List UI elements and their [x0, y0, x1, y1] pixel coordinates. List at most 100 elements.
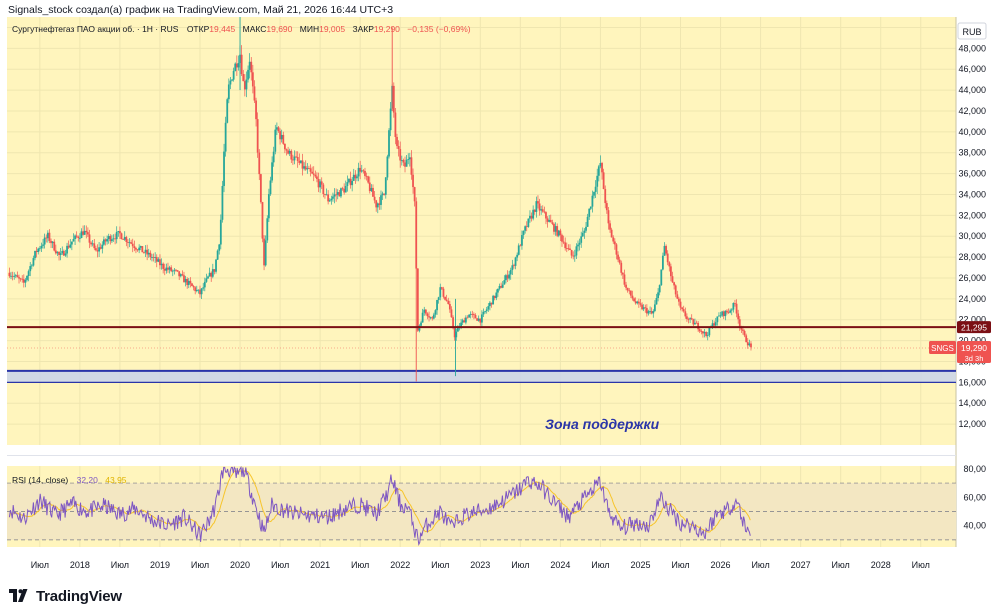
candle-body	[229, 80, 232, 85]
candle-body	[410, 157, 413, 175]
candle-body	[56, 251, 59, 254]
candle-body	[479, 318, 482, 323]
candle-body	[69, 244, 72, 248]
candle-body	[383, 193, 386, 195]
rsi-legend[interactable]: RSI (14, close) 32,20 43,95	[12, 475, 127, 485]
candle-body	[72, 238, 75, 242]
candle-body	[637, 301, 640, 304]
candle-body	[346, 182, 349, 187]
symbol-legend[interactable]: Сургутнефтегаз ПАО акции об. · 1Н · RUS …	[12, 24, 471, 34]
candle-body	[293, 156, 296, 161]
candle-body	[745, 335, 748, 343]
candle-body	[203, 281, 206, 288]
candle-body	[242, 74, 245, 82]
candle-body	[661, 255, 664, 270]
ticker-badge[interactable]	[929, 341, 956, 355]
candle-body	[633, 298, 635, 302]
candle-body	[211, 269, 214, 277]
candle-body	[413, 187, 416, 202]
candle-body	[634, 301, 637, 304]
candle-body	[267, 194, 270, 219]
candle-body	[93, 243, 96, 249]
chart-svg[interactable]: 12,00014,00016,00018,00020,00022,00024,0…	[0, 17, 1000, 580]
candle-body	[359, 167, 362, 172]
candle-body	[300, 160, 302, 163]
candle-body	[714, 322, 717, 326]
candle-body	[115, 231, 118, 240]
candle-body	[67, 245, 70, 248]
support-zone-group	[7, 369, 956, 383]
candle-body	[304, 166, 307, 170]
candle-body	[636, 301, 639, 304]
time-axis[interactable]: Июл 2018 Июл 2019 Июл 2020 Июл 2021 Июл 2022 Июл 20…	[31, 560, 930, 570]
candle-body	[253, 86, 256, 101]
candle-body	[620, 262, 623, 273]
candle-body	[658, 285, 661, 293]
price-tick-label: 12,000	[958, 419, 986, 429]
footer-brand[interactable]: TradingView	[9, 585, 122, 607]
candle-body	[280, 134, 283, 140]
candle-body	[553, 223, 555, 232]
candle-body	[708, 327, 711, 336]
time-tick-label: 2023	[470, 560, 490, 570]
candle-body	[588, 208, 591, 217]
levels	[7, 326, 956, 349]
candle-body	[490, 302, 493, 305]
candle-body	[234, 63, 237, 71]
price-axis[interactable]: 12,00014,00016,00018,00020,00022,00024,0…	[929, 22, 991, 429]
rsi-series	[7, 465, 956, 547]
candle-body	[45, 237, 48, 239]
candle-body	[11, 275, 14, 277]
candle-body	[250, 61, 253, 73]
candle-body	[601, 163, 603, 173]
candle-body	[348, 178, 350, 183]
price-tick-label: 48,000	[958, 43, 986, 53]
candle-body	[695, 322, 698, 324]
candle-body	[117, 231, 120, 232]
price-tick-label: 24,000	[958, 294, 986, 304]
candle-body	[98, 247, 100, 252]
candle-body	[665, 245, 667, 254]
candle-body	[131, 243, 134, 247]
candle-body	[130, 242, 133, 244]
candle-body	[112, 238, 115, 240]
low-label: МИН	[300, 24, 319, 34]
support-zone-annotation[interactable]: Зона поддержки	[545, 416, 660, 432]
time-tick-label: 2027	[791, 560, 811, 570]
candle-body	[461, 320, 464, 323]
candle-body	[580, 236, 583, 243]
chart-frame: 12,00014,00016,00018,00020,00022,00024,0…	[0, 17, 1000, 580]
candle-body	[471, 313, 474, 315]
resistance-price-badge[interactable]	[957, 321, 991, 334]
last-price-badge[interactable]	[957, 341, 991, 364]
candle-body	[746, 342, 749, 346]
candle-body	[207, 276, 209, 279]
candle-body	[357, 167, 360, 177]
candle-body	[628, 290, 631, 292]
candle-body	[264, 240, 267, 266]
candle-body	[94, 248, 97, 251]
candle-body	[607, 210, 610, 224]
tradingview-logo-icon	[9, 589, 28, 602]
price-tick-label: 28,000	[958, 252, 986, 262]
candle-body	[178, 271, 181, 277]
candle-body	[380, 195, 382, 205]
currency-badge[interactable]	[957, 22, 987, 40]
candle-body	[34, 250, 36, 259]
candle-body	[705, 332, 708, 336]
time-tick-label: 2018	[70, 560, 90, 570]
candle-body	[175, 269, 177, 271]
candle-body	[215, 259, 217, 272]
candle-body	[75, 235, 78, 237]
ticker-badge-text: SNGS	[931, 344, 954, 353]
candle-body	[750, 343, 752, 348]
candle-body	[408, 157, 411, 160]
candle-body	[227, 84, 230, 100]
candle-body	[179, 274, 182, 277]
price-tick-label: 30,000	[958, 231, 986, 241]
rsi-axis[interactable]: 40,00 60,00 80,00	[963, 464, 986, 531]
candle-body	[375, 200, 378, 208]
candle-body	[91, 243, 94, 245]
candle-body	[272, 151, 275, 163]
candle-body	[191, 283, 193, 287]
